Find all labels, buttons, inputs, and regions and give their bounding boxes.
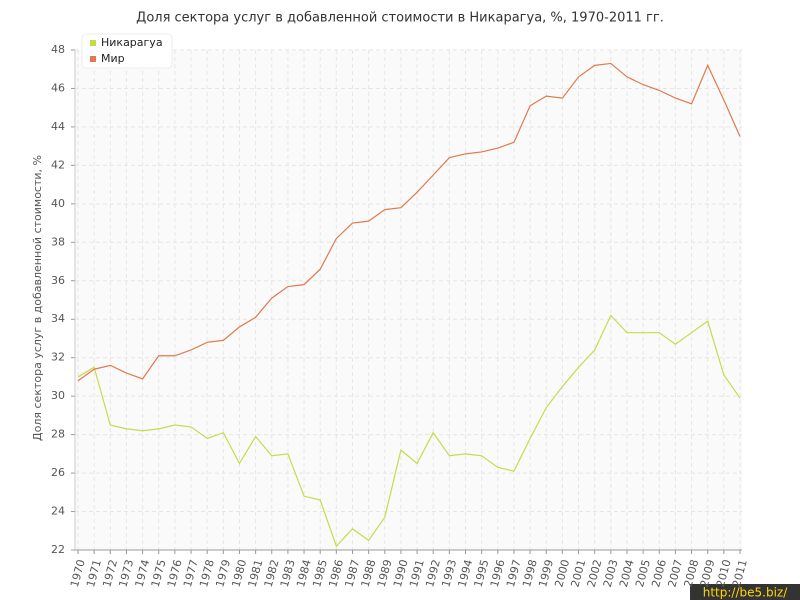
chart-title: Доля сектора услуг в добавленной стоимос… xyxy=(136,11,664,26)
y-tick-label: 32 xyxy=(51,351,65,364)
y-tick-label: 28 xyxy=(51,428,65,441)
plot-area xyxy=(75,50,742,550)
y-tick-label: 30 xyxy=(51,389,65,402)
y-tick-label: 22 xyxy=(51,543,65,556)
legend-box xyxy=(81,33,173,69)
y-tick-label: 42 xyxy=(51,158,65,171)
series-line xyxy=(77,62,741,382)
legend-label: Мир xyxy=(101,52,125,65)
y-tick-label: 38 xyxy=(51,235,65,248)
y-tick-label: 48 xyxy=(51,43,65,56)
y-tick-label: 26 xyxy=(51,466,65,479)
y-tick-label: 40 xyxy=(51,197,65,210)
y-tick-label: 46 xyxy=(51,81,65,94)
watermark-bg xyxy=(690,584,800,600)
watermark: http://be5.biz/ xyxy=(703,586,788,600)
legend-swatch xyxy=(90,56,96,62)
legend-swatch xyxy=(90,40,96,46)
legend: Никарагуа Мир xyxy=(81,33,173,69)
y-tick-label: 44 xyxy=(51,120,65,133)
legend-label: Никарагуа xyxy=(101,36,163,49)
y-tick-label: 34 xyxy=(51,312,65,325)
y-tick-label: 24 xyxy=(51,505,65,518)
y-tick-label: 36 xyxy=(51,274,65,287)
series-line xyxy=(77,314,741,548)
y-axis-label: Доля сектора услуг в добавленной стоимос… xyxy=(31,155,44,441)
